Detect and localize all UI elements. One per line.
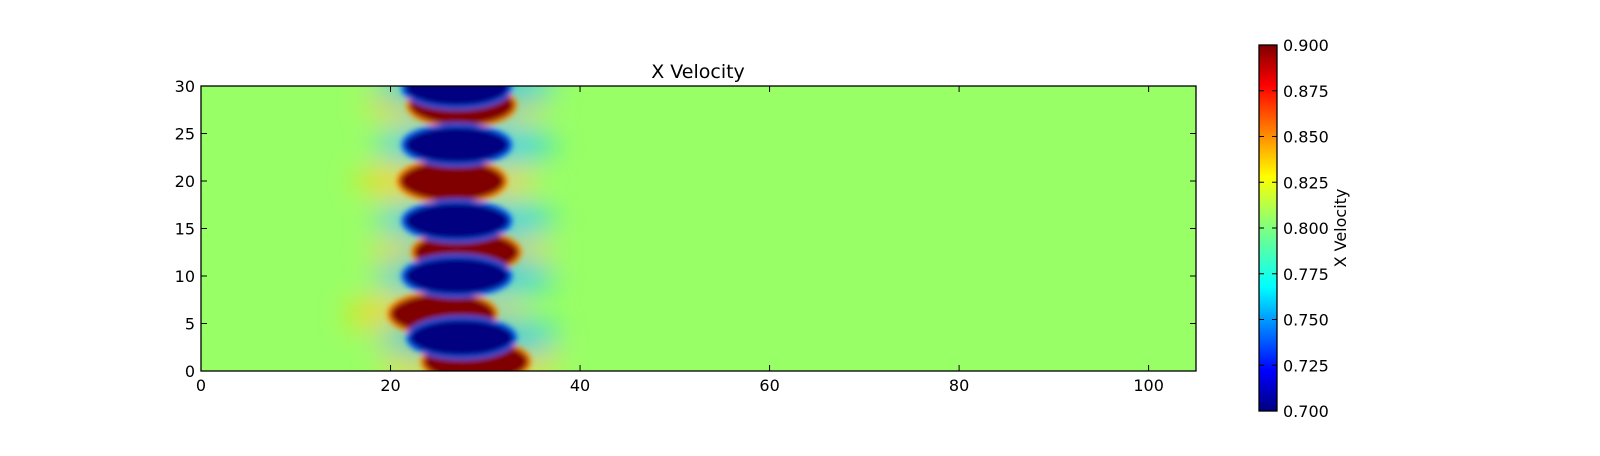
x-axis: 0 20 40 60 80 100	[196, 86, 1164, 395]
plot-area	[201, 86, 1196, 371]
x-tick-label: 80	[949, 376, 969, 395]
y-tick-label: 10	[175, 267, 195, 286]
y-tick-label: 15	[175, 220, 195, 239]
colorbar-ticks: 0.700 0.725 0.750 0.775 0.800 0.825 0.850 0.875…	[1259, 36, 1329, 421]
vortex-street	[387, 86, 532, 371]
chart-title: X Velocity	[651, 61, 745, 83]
x-tick-label: 40	[570, 376, 590, 395]
x-tick-label: 0	[196, 376, 206, 395]
colorbar-tick-label: 0.850	[1283, 128, 1329, 147]
colorbar-label: X Velocity	[1331, 189, 1350, 268]
x-tick-label: 20	[380, 376, 400, 395]
colorbar-tick-label: 0.775	[1283, 265, 1329, 284]
x-tick-label: 100	[1133, 376, 1164, 395]
colorbar-tick-label: 0.725	[1283, 356, 1329, 375]
vortex-lobe-low	[401, 86, 513, 110]
colorbar-tick-label: 0.875	[1283, 82, 1329, 101]
vortex-lobe-low	[406, 316, 518, 360]
y-tick-label: 30	[175, 77, 195, 96]
colorbar-tick-label: 0.700	[1283, 402, 1329, 421]
colorbar-tick-label: 0.750	[1283, 311, 1329, 330]
y-tick-label: 5	[185, 315, 195, 334]
vortex-lobe-low	[401, 254, 513, 298]
colorbar-tick-label: 0.825	[1283, 173, 1329, 192]
vortex-lobe-low	[401, 199, 513, 243]
vortex-lobe-low	[401, 123, 513, 167]
colorbar-tick-label: 0.900	[1283, 36, 1329, 55]
heatmap-background	[201, 86, 1196, 371]
y-tick-label: 20	[175, 172, 195, 191]
y-tick-label: 25	[175, 125, 195, 144]
x-tick-label: 60	[759, 376, 779, 395]
y-tick-label: 0	[185, 362, 195, 381]
colorbar-tick-label: 0.800	[1283, 219, 1329, 238]
colorbar: 0.700 0.725 0.750 0.775 0.800 0.825 0.850 0.875…	[1258, 36, 1350, 421]
y-axis: 0 5 10 15 20 25 30	[175, 77, 1196, 381]
